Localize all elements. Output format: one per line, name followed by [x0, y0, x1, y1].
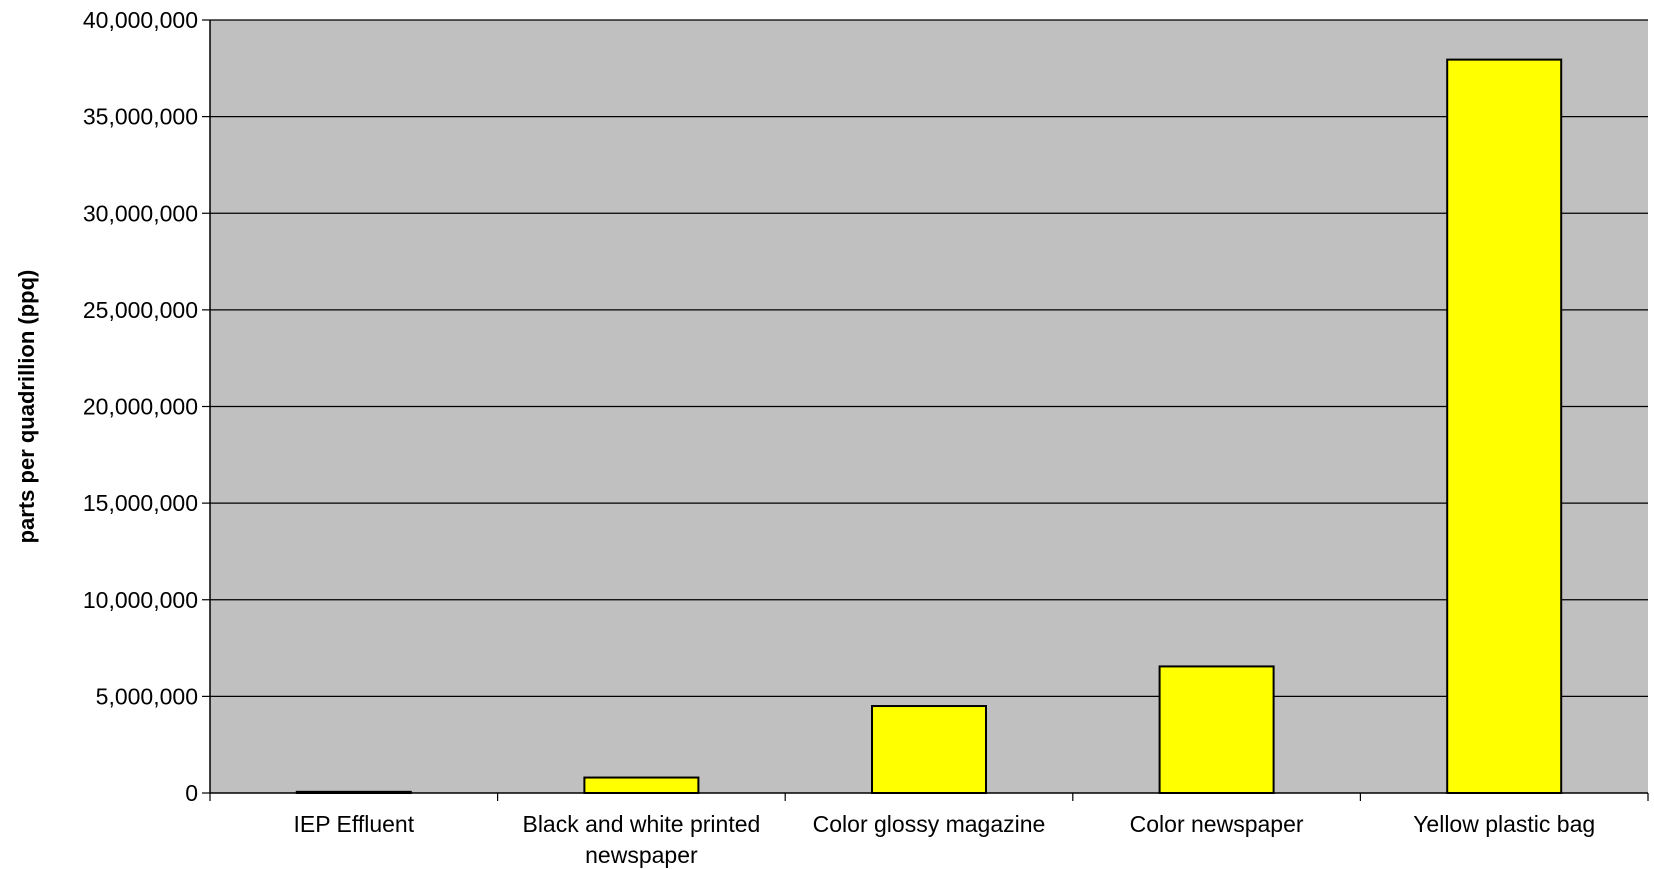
- bars: [295, 58, 1563, 795]
- x-category-label: Yellow plastic bag: [1413, 811, 1595, 837]
- y-tick-label: 0: [185, 780, 198, 806]
- y-tick-label: 30,000,000: [83, 200, 198, 226]
- x-category-label: Color newspaper: [1130, 811, 1304, 837]
- gridlines: [210, 19, 1648, 697]
- y-axis-title: parts per quadrillion (ppq): [14, 270, 39, 544]
- y-tick-labels: 0 5,000,000 10,000,000 15,000,000 20,000,000…: [83, 7, 198, 806]
- bar: [1158, 665, 1275, 795]
- y-tick-label: 20,000,000: [83, 394, 198, 420]
- bar: [583, 776, 700, 794]
- y-tick-label: 15,000,000: [83, 490, 198, 516]
- y-tick-label: 35,000,000: [83, 104, 198, 130]
- bar: [871, 705, 987, 794]
- axes: [202, 19, 1649, 801]
- y-tick-label: 10,000,000: [83, 587, 198, 613]
- y-tick-label: 5,000,000: [96, 683, 198, 709]
- x-category-labels: IEP Effluent Black and white printed newsp…: [293, 811, 1595, 868]
- y-tick-label: 40,000,000: [83, 7, 198, 33]
- x-category-label: IEP Effluent: [293, 811, 414, 837]
- y-tick-label: 25,000,000: [83, 297, 198, 323]
- bar: [1446, 58, 1563, 794]
- x-category-label: Black and white printed newspaper: [522, 811, 760, 868]
- x-category-label: Color glossy magazine: [813, 811, 1046, 837]
